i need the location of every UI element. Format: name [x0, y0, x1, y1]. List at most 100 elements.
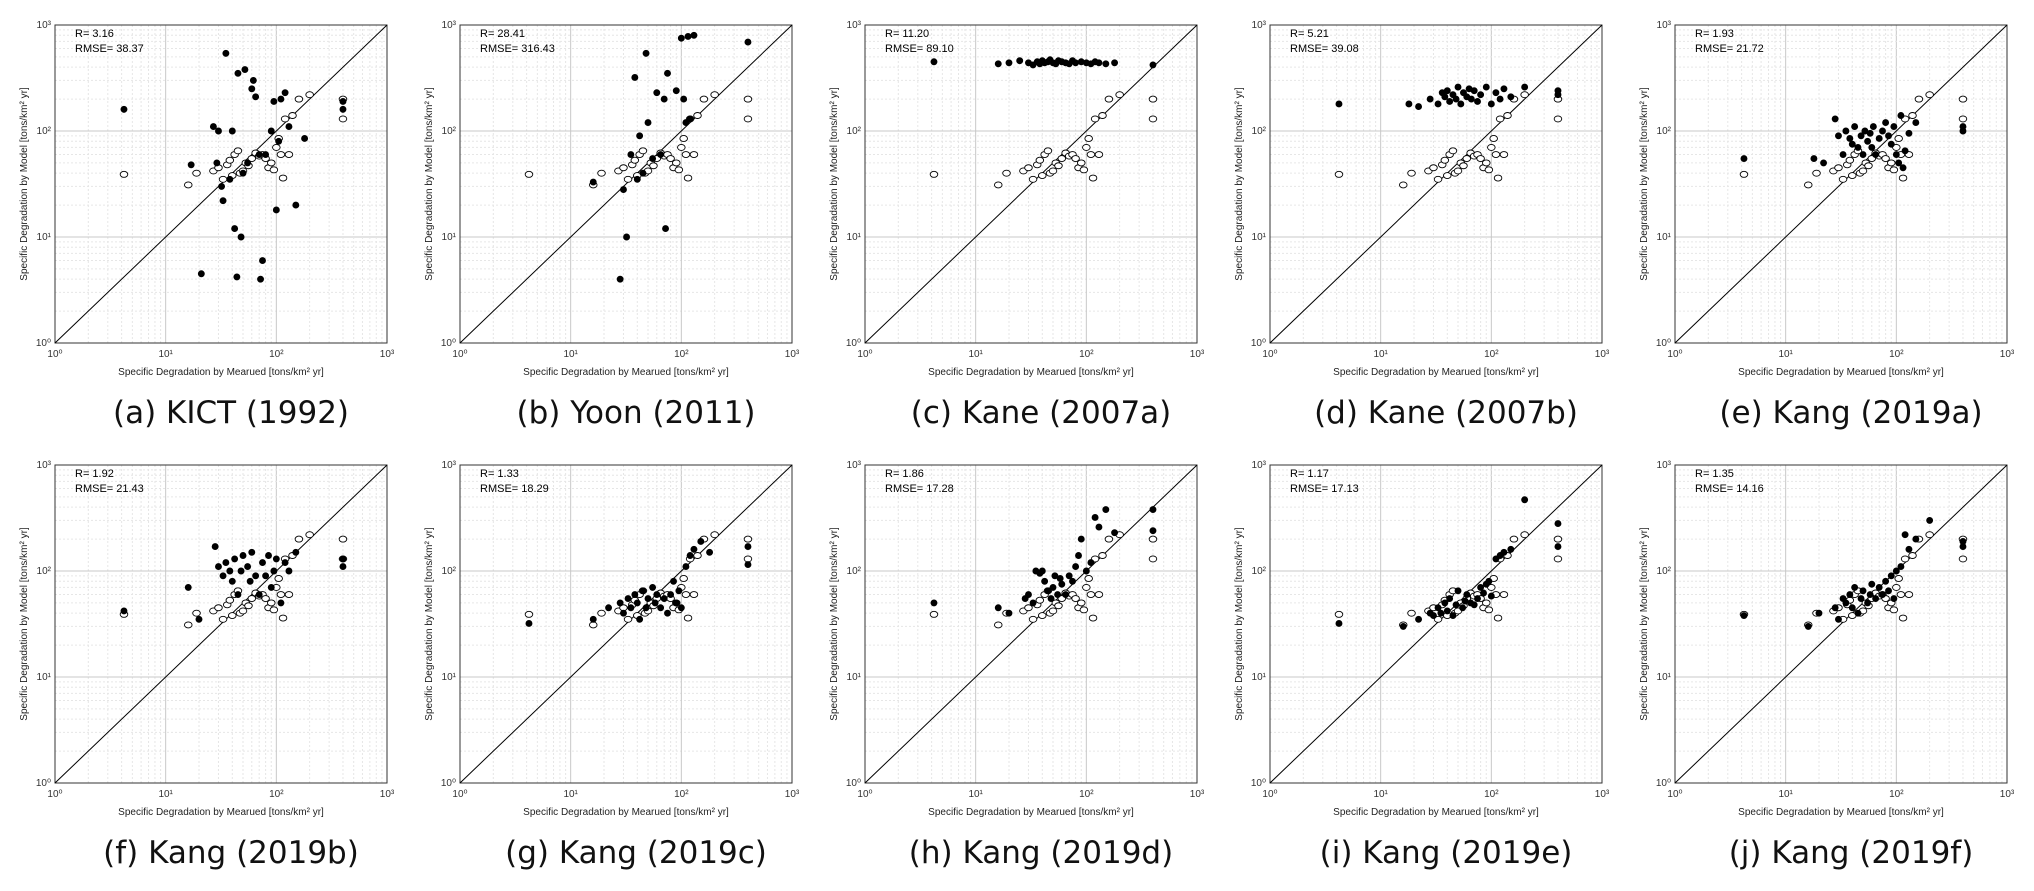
open-point — [1104, 535, 1114, 543]
open-point — [276, 151, 286, 158]
filled-point — [241, 66, 249, 73]
open-point — [1892, 583, 1901, 591]
y-tick-label: 10² — [1252, 126, 1267, 137]
filled-point — [1892, 151, 1900, 158]
open-point — [1487, 143, 1496, 151]
filled-point — [639, 587, 647, 595]
filled-point — [270, 98, 278, 105]
filled-point — [589, 615, 597, 623]
filled-point — [1554, 91, 1562, 99]
filled-point — [1740, 155, 1748, 162]
filled-point — [624, 595, 632, 602]
open-point — [1958, 95, 1968, 103]
filled-point — [184, 583, 192, 591]
one-to-one-line — [459, 464, 793, 784]
y-tick-label: 10² — [37, 126, 52, 137]
filled-point — [1868, 580, 1876, 588]
filled-point — [1868, 143, 1876, 151]
open-point — [1094, 151, 1104, 158]
open-point — [1448, 147, 1458, 155]
filled-point — [1062, 591, 1070, 598]
filled-point — [1500, 85, 1508, 93]
caption-a: (a) KICT (1992) — [112, 395, 350, 431]
filled-point — [237, 567, 245, 575]
open-point — [1489, 135, 1498, 142]
filled-point — [1077, 535, 1085, 543]
open-point — [218, 615, 228, 623]
filled-point — [1005, 59, 1013, 67]
open-point — [929, 610, 939, 618]
filled-point — [1446, 98, 1454, 105]
r-annotation: R= 5.21 — [1290, 28, 1329, 40]
gridlines — [865, 465, 1197, 783]
gridlines — [55, 465, 387, 783]
open-point — [244, 602, 253, 610]
filled-point — [1149, 61, 1157, 69]
caption-f: (f) Kang (2019b) — [103, 835, 359, 871]
y-axis-label: Specific Degradation by Model [tons/km² … — [1234, 527, 1245, 721]
open-point — [267, 599, 276, 607]
y-tick-label: 10³ — [1657, 20, 1672, 31]
y-tick-label: 10² — [1252, 566, 1267, 577]
x-tick-label: 10⁰ — [1262, 349, 1277, 360]
y-tick-label: 10⁰ — [1656, 338, 1671, 349]
filled-point — [686, 552, 694, 559]
filled-point — [660, 595, 668, 602]
filled-point — [1890, 123, 1898, 131]
filled-point — [262, 151, 270, 158]
filled-point — [1399, 622, 1407, 630]
open-point — [1894, 575, 1903, 582]
open-point — [1090, 115, 1100, 123]
open-point — [679, 575, 688, 582]
filled-point — [228, 127, 236, 135]
filled-point — [1864, 137, 1872, 145]
open-point — [1739, 170, 1749, 178]
y-axis-label: Specific Degradation by Model [tons/km² … — [424, 87, 435, 281]
open-point — [338, 535, 348, 543]
x-tick-label: 10¹ — [158, 789, 173, 800]
filled-point — [1437, 609, 1445, 617]
filled-point — [994, 60, 1002, 68]
filled-point — [1454, 587, 1462, 595]
filled-point — [1095, 523, 1103, 531]
filled-point — [277, 599, 285, 607]
filled-point — [670, 577, 677, 585]
open-point — [743, 535, 753, 543]
open-point — [1086, 591, 1096, 598]
open-point — [238, 607, 248, 615]
open-point — [184, 621, 193, 629]
filled-point — [1025, 591, 1032, 598]
open-point — [683, 174, 693, 182]
filled-point — [239, 169, 247, 177]
one-to-one-line — [864, 24, 1198, 344]
open-point — [597, 169, 606, 177]
x-tick-label: 10² — [674, 349, 689, 360]
filled-point — [1452, 95, 1460, 103]
open-point — [1028, 175, 1038, 183]
filled-point — [1866, 591, 1874, 598]
filled-point — [259, 559, 266, 567]
model-series — [120, 543, 347, 623]
open-point — [1043, 147, 1053, 155]
plot-frame — [864, 464, 1198, 784]
filled-point — [244, 159, 252, 167]
open-point — [1459, 162, 1468, 170]
open-point — [1834, 164, 1843, 172]
filled-point — [627, 151, 635, 158]
plot-frame — [1269, 24, 1603, 344]
x-tick-label: 10³ — [1595, 789, 1610, 800]
open-point — [1002, 169, 1011, 177]
rmse-annotation: RMSE= 21.72 — [1695, 43, 1764, 55]
filled-point — [248, 85, 256, 93]
open-point — [710, 91, 719, 99]
filled-point — [672, 87, 680, 95]
model-series — [1335, 83, 1562, 111]
filled-point — [1072, 59, 1080, 67]
x-axis-label: Specific Degradation by Mearued [tons/km… — [523, 367, 729, 378]
open-point — [1894, 135, 1903, 142]
filled-point — [339, 105, 347, 113]
open-point — [1482, 159, 1491, 167]
open-point — [1495, 115, 1505, 123]
open-point — [677, 143, 686, 151]
filled-point — [644, 119, 652, 127]
